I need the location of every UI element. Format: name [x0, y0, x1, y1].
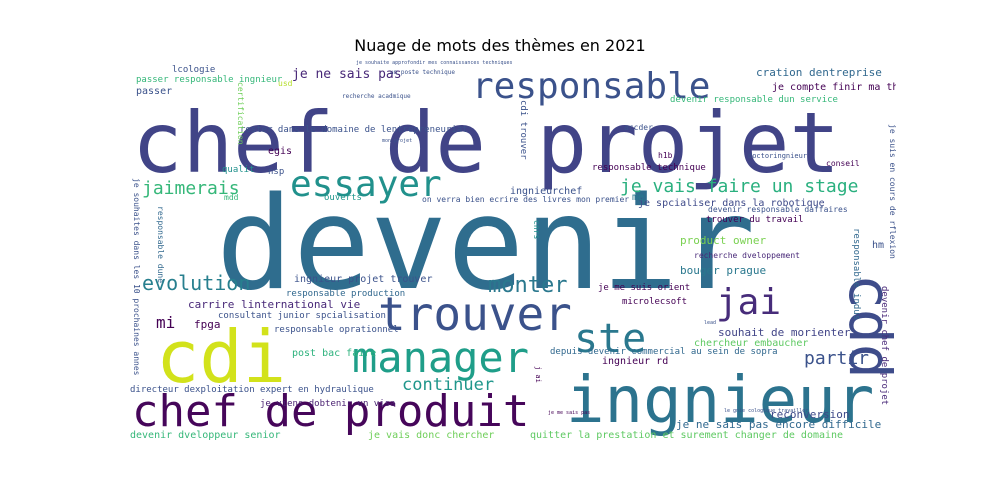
word-je-souhaite-approfondir-mes-connaissances-techniques: je souhaite approfondir mes connaissance… — [356, 60, 513, 66]
word-je-viens-dobtenir-un-visa: je viens dobtenir un visa — [260, 399, 395, 409]
word-je-me-suis-orient: je me suis orient — [598, 283, 690, 293]
word-cration-dentreprise: cration dentreprise — [756, 66, 882, 79]
word-usd: usd — [278, 79, 293, 88]
word-ingnieur-rd: ingnieur rd — [602, 356, 668, 367]
word-monter: monter — [488, 273, 567, 298]
word-microlecsoft: microlecsoft — [622, 297, 687, 307]
word-manager: manager — [352, 333, 529, 382]
word-jaimerais: jaimerais — [142, 178, 240, 199]
word-me: me — [632, 192, 644, 203]
word-cnrs: cnrs — [532, 220, 541, 239]
word-responsable-indus: responsable indus — [851, 228, 861, 320]
word-recherche-acadmique: recherche acadmique — [342, 93, 411, 100]
word-lcologie: lcologie — [172, 65, 215, 75]
word-depuis-devenir-commercial-au-sein-de-sopra: depuis devenir commercial au sein de sop… — [550, 347, 778, 357]
word-devenir: devenir — [216, 170, 755, 319]
word-passer: passer — [136, 86, 172, 97]
word-responsable: responsable — [472, 66, 710, 107]
word-ingnieur: ingnieur — [566, 364, 874, 438]
word-accder: accder — [624, 123, 653, 132]
chart-title: Nuage de mots des thèmes en 2021 — [354, 36, 646, 55]
word-devenir-responsable-dun-service: devenir responsable dun service — [670, 95, 838, 105]
word-certification: certification — [236, 82, 245, 145]
word-chercheur-embaucher: chercheur embaucher — [694, 338, 808, 349]
word-mdd: mdd — [224, 193, 239, 202]
word-product-owner: product owner — [680, 234, 766, 247]
word-rester-dans-le-domaine-de-lentrepreneuriat: rester dans le domaine de lentrepreneuri… — [240, 125, 468, 135]
word-quitter-la-prestation-et-surement-changer-de-domaine: quitter la prestation et surement change… — [530, 430, 843, 441]
word-cdi-trouver: cdi trouver — [518, 100, 528, 160]
word-continuer: continuer — [402, 375, 494, 395]
word-evolution: evolution — [142, 271, 250, 295]
word-je-ne-sais-pas-encore-difficile: je ne sais pas encore difficile — [676, 418, 881, 431]
word-reconversion: reconversion — [770, 408, 849, 421]
word-un-poste-technique: un poste technique — [390, 69, 455, 76]
word-ingnieur-projet-trouver: ingnieur projet trouver — [294, 274, 432, 285]
word-hm: hm — [872, 240, 884, 251]
word-ste: ste — [574, 316, 646, 362]
word-post-bac-faire: post bac faire — [292, 348, 376, 359]
word-j-ai: j ai — [534, 366, 542, 383]
word-essayer: essayer — [290, 164, 442, 205]
word-on-verra-bien-ecrire-des-livres-mon-premier: on verra bien ecrire des livres mon prem… — [422, 195, 629, 204]
word-nsp: nsp — [268, 167, 284, 177]
word-recherche-dveloppement: recherche dveloppement — [694, 251, 800, 260]
word-devenir-dveloppeur-senior: devenir dveloppeur senior — [130, 430, 281, 441]
word-ingnieurchef: ingnieurchef — [510, 186, 582, 197]
word-lead: lead — [704, 320, 716, 326]
word-passer-responsable-ingnieur: passer responsable ingnieur — [136, 75, 283, 85]
word-responsable-dune: responsable dune — [156, 206, 165, 283]
word-cdd: cdd — [836, 274, 896, 379]
word-consultant-junior-spcialisation: consultant junior spcialisation — [218, 311, 386, 321]
word-je-me-sais-pas: je me sais pas — [548, 410, 590, 416]
word-bouger-prague: bouger prague — [680, 264, 766, 277]
word-mi: mi — [156, 313, 175, 332]
word-qualit: qualit — [222, 165, 255, 175]
word-chef-de-produit: chef de produit — [132, 386, 529, 437]
word-je-vais-faire-un-stage: je vais faire un stage — [620, 176, 858, 197]
word-chef-de-projet: chef de projet — [132, 94, 840, 192]
word-carrire-linternational-vie: carrire linternational vie — [188, 298, 360, 311]
word-devenir-responsable-daffaires: devenir responsable daffaires — [708, 205, 848, 214]
word-je-spcialiser-dans-la-robotique: je spcialiser dans la robotique — [638, 198, 825, 209]
word-je-ne-sais-pas: je ne sais pas — [292, 67, 402, 82]
word-responsable-technique: responsable technique — [592, 163, 706, 173]
word-directeur-dexploitation-expert-en-hydraulique: directeur dexploitation expert en hydrau… — [130, 385, 374, 395]
word-partir: partir — [804, 348, 869, 369]
word-ouverts: ouverts — [324, 193, 362, 203]
word-le-gnie-cologique-travailler: le gnie cologique travailler — [724, 408, 808, 414]
word-trouver: trouver — [378, 287, 572, 341]
word-cdi: cdi — [156, 315, 286, 399]
word-h1b: h1b — [658, 151, 673, 160]
word-trouver-du-travail: trouver du travail — [706, 215, 804, 225]
word-je-suis-en-cours-de-rflexion: je suis en cours de rflexion — [888, 124, 896, 259]
word-responsable-oprationnel: responsable oprationnel — [274, 325, 399, 335]
word-doctoringnieur: doctoringnieur — [748, 152, 807, 160]
word-mon-projet: mon projet — [382, 138, 412, 144]
word-je-compte-finir-ma-thse: je compte finir ma thse — [772, 82, 896, 93]
word-cloud: devenir chef de projet cdi ingnieur cdd chef … — [128, 60, 896, 444]
word-conseil: conseil — [826, 159, 860, 168]
word-fpga: fpga — [194, 318, 221, 331]
word-je-vais-donc-chercher: je vais donc chercher — [368, 430, 494, 441]
word-devenir-chef-de-projet: devenir chef de projet — [879, 286, 889, 405]
word-jai: jai — [716, 282, 781, 323]
word-responsable-production: responsable production — [286, 289, 405, 299]
word-egis: egis — [268, 146, 292, 157]
word-je-souhaites-dans-les-10-prochaines-annes: je souhaites dans les 10 prochaines anne… — [132, 178, 141, 376]
word-souhait-de-morienter: souhait de morienter — [718, 326, 851, 339]
